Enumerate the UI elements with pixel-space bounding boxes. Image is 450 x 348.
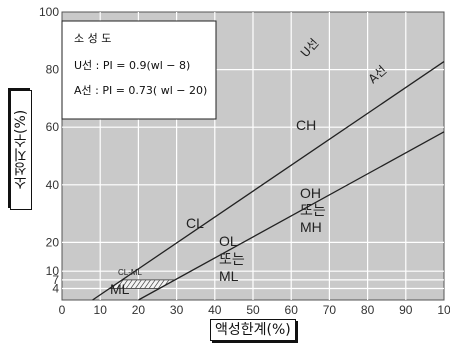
x-tick-label: 50 — [246, 303, 260, 317]
hatch-line — [153, 279, 161, 289]
region-label-ol: OL — [219, 233, 238, 249]
region-label-mh: MH — [300, 219, 322, 235]
hatch-line — [116, 279, 124, 289]
y-tick-label: 10 — [46, 264, 60, 278]
x-tick-label: 20 — [132, 303, 146, 317]
hatch-line — [139, 279, 147, 289]
hatch-line — [144, 279, 151, 289]
u-line — [92, 60, 445, 301]
hatch-line — [148, 279, 156, 289]
y-tick-label: 20 — [46, 235, 60, 249]
x-tick-label: 10 — [437, 303, 450, 317]
x-tick-label: 40 — [208, 303, 222, 317]
plasticity-annotation-box: 소 성 도 U선 : PI = 0.9(wl − 8) A선 : PI = 0.… — [61, 20, 217, 120]
region-label-cl: CL — [186, 215, 204, 231]
x-tick-label: 90 — [399, 303, 413, 317]
region-label-ol-or: 또는 — [219, 251, 245, 267]
y-tick-label: 100 — [39, 5, 59, 19]
hatch-line — [135, 279, 142, 289]
x-tick-label: 80 — [361, 303, 375, 317]
x-tick-label: 10 — [94, 303, 108, 317]
u-line-equation: U선 : PI = 0.9(wl − 8) — [74, 59, 190, 72]
region-label-ml: ML — [110, 281, 130, 297]
region-label-ml-2: ML — [219, 268, 239, 284]
hatch-line — [157, 279, 165, 289]
x-tick-label: 60 — [285, 303, 299, 317]
x-axis-title: 액성한계(%) — [210, 319, 296, 341]
y-tick-label: 7 — [52, 273, 59, 287]
y-tick-label: 40 — [46, 178, 60, 192]
region-label-oh: OH — [300, 185, 321, 201]
y-tick-label: 60 — [46, 120, 60, 134]
y-tick-label: 4 — [52, 281, 59, 295]
y-tick-label: 80 — [46, 63, 60, 77]
hatch-line — [125, 279, 133, 289]
x-tick-labels: 0 10 20 30 40 50 60 70 80 90 10 — [59, 303, 450, 317]
chart-title: 소 성 도 — [74, 32, 111, 45]
a-line — [138, 131, 445, 301]
a-line-equation: A선 : PI = 0.73( wl − 20) — [74, 84, 207, 97]
region-label-oh-or: 또는 — [300, 202, 326, 218]
x-tick-label: 70 — [323, 303, 337, 317]
y-axis-title: 소성지수(%) — [10, 90, 32, 210]
region-label-ch: CH — [296, 117, 316, 133]
hatch-line — [121, 279, 128, 289]
series-lines — [92, 60, 445, 301]
region-label-cl-ml: CL-ML — [118, 268, 143, 277]
x-tick-label: 0 — [59, 303, 66, 317]
hatch-line — [130, 279, 138, 289]
x-tick-label: 30 — [170, 303, 184, 317]
